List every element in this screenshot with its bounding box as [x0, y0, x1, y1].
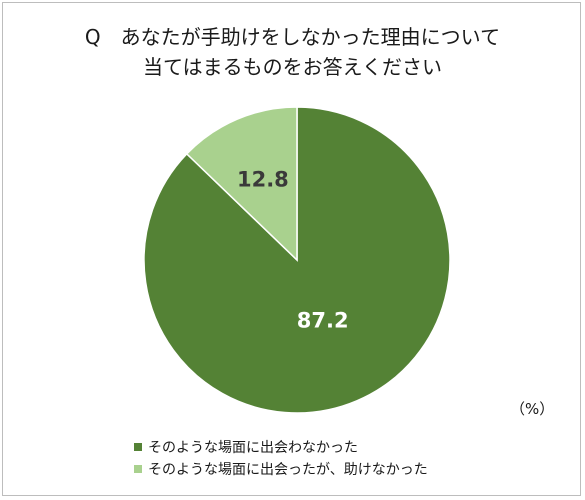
data-label-not-encountered: 87.2 [297, 309, 349, 333]
pie-slice-did-not-help [185, 106, 298, 262]
legend: そのような場面に出会わなかった そのような場面に出会ったが、助けなかった [134, 436, 428, 480]
unit-label: （%） [510, 400, 555, 418]
legend-swatch-did-not-help [134, 465, 142, 473]
legend-swatch-not-encountered [134, 443, 142, 451]
legend-label-not-encountered: そのような場面に出会わなかった [148, 440, 358, 456]
legend-item-did-not-help: そのような場面に出会ったが、助けなかった [134, 458, 428, 480]
chart-title: Q あなたが手助けをしなかった理由について 当てはまるものをお答えください [0, 22, 585, 82]
legend-item-not-encountered: そのような場面に出会わなかった [134, 436, 428, 458]
data-label-did-not-help: 12.8 [237, 168, 289, 192]
chart-title-line-1: Q あなたが手助けをしなかった理由について [84, 25, 501, 49]
legend-label-did-not-help: そのような場面に出会ったが、助けなかった [148, 462, 428, 478]
chart-title-line-2: 当てはまるものをお答えください [143, 55, 442, 79]
